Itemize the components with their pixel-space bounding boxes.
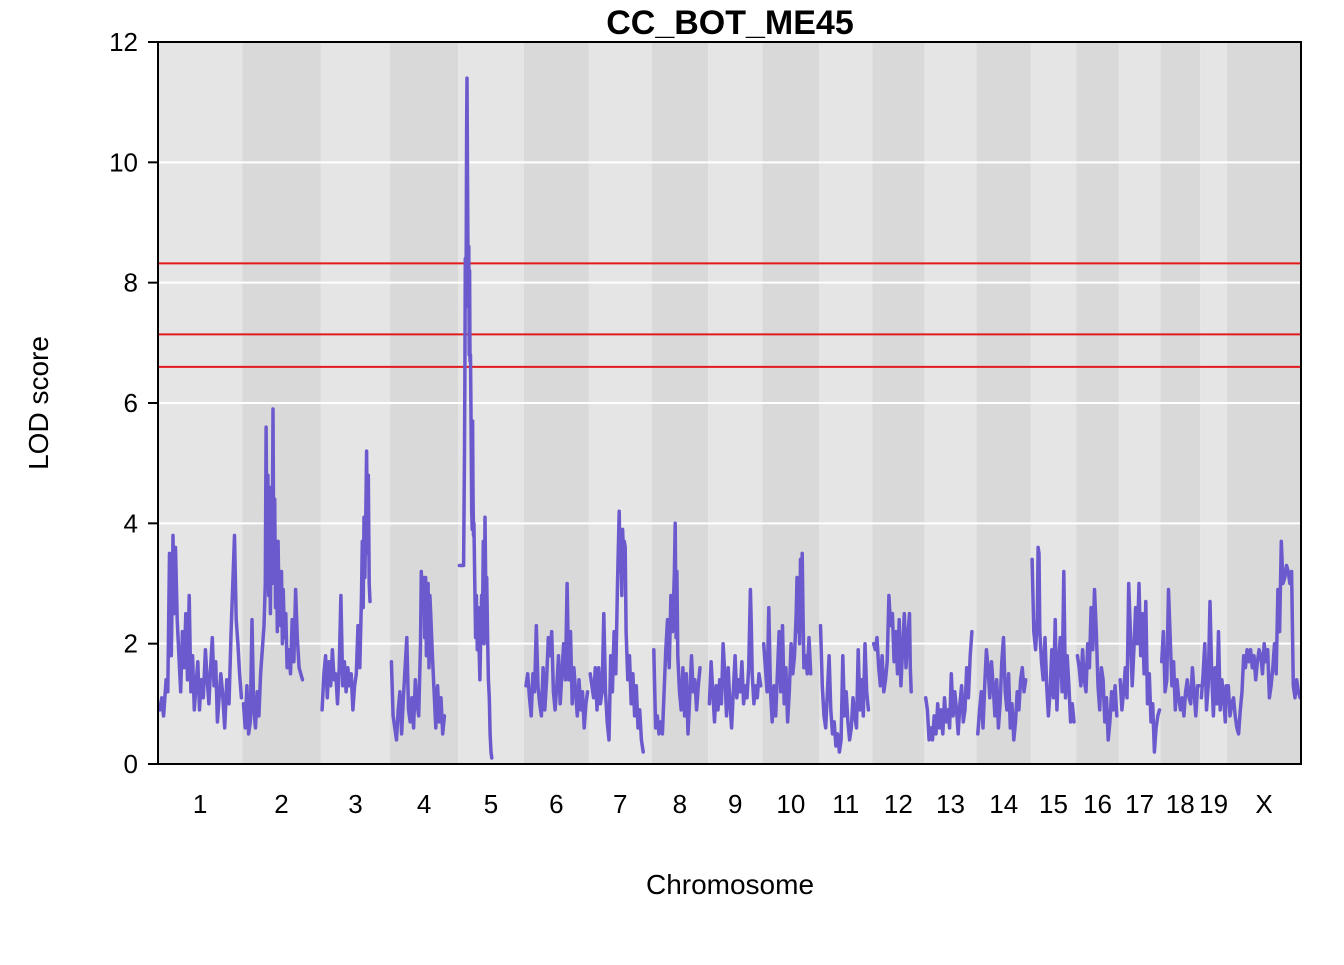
lod-trace-chr-3: [320, 449, 372, 712]
lod-trace-chr-16: [1075, 587, 1119, 742]
lod-trace-chr-13: [923, 629, 974, 742]
x-tick-label: 15: [1039, 789, 1068, 819]
x-tick-label: 6: [549, 789, 563, 819]
x-tick-label: 10: [776, 789, 805, 819]
x-tick-label: 9: [728, 789, 742, 819]
y-axis-label: LOD score: [23, 336, 54, 470]
x-tick-label: 14: [989, 789, 1018, 819]
lod-series: [157, 76, 1302, 760]
lod-trace-chr-11: [818, 623, 871, 754]
x-tick-label: 2: [274, 789, 288, 819]
lod-trace-chr-12: [871, 593, 913, 694]
x-axis: 1 2 3 4 5 6 7 8 9 10 11 12 13 14 15 16 17 18 19 X: [193, 789, 1273, 819]
x-tick-label: 13: [936, 789, 965, 819]
y-tick-label: 6: [124, 388, 138, 418]
chart-title: CC_BOT_ME45: [606, 4, 854, 42]
lod-trace-chr-17: [1118, 581, 1162, 754]
y-tick-label: 4: [124, 508, 138, 538]
lod-trace-chr-8: [652, 521, 702, 736]
lod-trace-chr-10: [761, 551, 813, 724]
gridlines: [158, 161, 1301, 645]
x-tick-label: 19: [1199, 789, 1228, 819]
lod-trace-chr-X: [1226, 539, 1302, 736]
y-axis: 0 2 4 6 8 10 12: [109, 27, 159, 779]
x-tick-label: 3: [348, 789, 362, 819]
x-tick-label: 5: [484, 789, 498, 819]
y-tick-label: 8: [124, 268, 138, 298]
lod-trace-chr-2: [241, 407, 305, 736]
x-tick-label: X: [1255, 789, 1272, 819]
y-tick-label: 12: [109, 27, 138, 57]
y-tick-label: 2: [124, 629, 138, 659]
lod-trace-chr-19: [1199, 599, 1228, 724]
x-tick-label: 1: [193, 789, 207, 819]
lod-trace-chr-18: [1159, 587, 1202, 718]
x-tick-label: 17: [1125, 789, 1154, 819]
lod-trace-chr-5: [457, 76, 494, 760]
x-tick-label: 16: [1083, 789, 1112, 819]
x-tick-label: 7: [613, 789, 627, 819]
x-axis-label: Chromosome: [646, 869, 814, 900]
lod-trace-chr-4: [389, 569, 447, 742]
lod-trace-chr-7: [588, 509, 645, 754]
x-tick-label: 18: [1166, 789, 1195, 819]
x-tick-label: 8: [673, 789, 687, 819]
threshold-lines: [158, 262, 1301, 368]
x-tick-label: 4: [417, 789, 431, 819]
lod-trace-chr-1: [157, 533, 244, 730]
lod-trace-chr-9: [707, 587, 763, 730]
lod-trace-chr-14: [976, 635, 1028, 742]
y-tick-label: 10: [109, 147, 138, 177]
lod-trace-chr-6: [524, 581, 590, 730]
y-tick-label: 0: [124, 749, 138, 779]
x-tick-label: 12: [884, 789, 913, 819]
x-tick-label: 11: [832, 789, 859, 819]
lod-trace-chr-15: [1030, 545, 1076, 724]
